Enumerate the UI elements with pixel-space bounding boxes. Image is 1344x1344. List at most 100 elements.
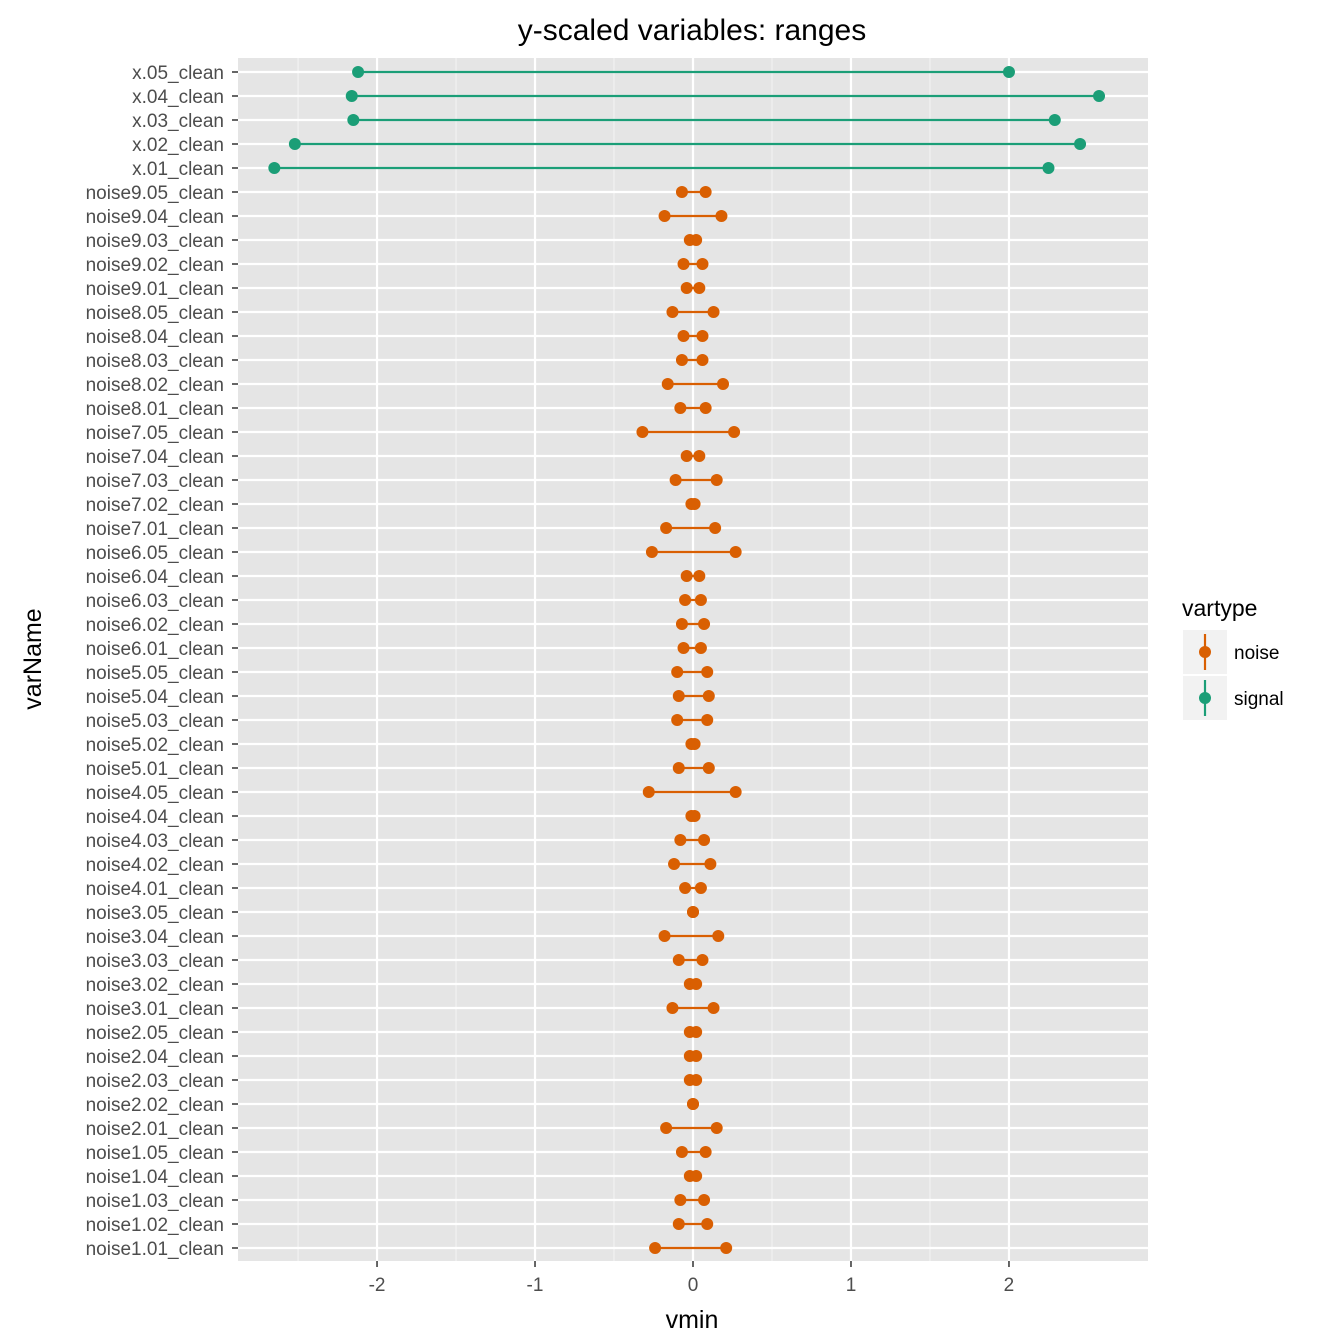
range-min-point: [658, 210, 671, 222]
range-max-point: [688, 810, 701, 822]
range-max-point: [720, 1242, 733, 1254]
range-min-point: [675, 618, 688, 630]
range-min-point: [677, 330, 690, 342]
range-min-point: [636, 426, 649, 438]
range-max-point: [690, 1050, 703, 1062]
y-tick-label: noise5.04_clean: [86, 687, 224, 708]
y-tick-label: noise9.02_clean: [86, 255, 224, 276]
range-max-point: [688, 498, 701, 510]
y-tick-label: noise3.05_clean: [86, 903, 224, 924]
range-max-point: [698, 834, 711, 846]
y-tick-label: noise1.01_clean: [86, 1239, 224, 1260]
range-min-point: [288, 138, 301, 150]
range-max-point: [702, 690, 715, 702]
range-max-point: [707, 306, 720, 318]
range-max-point: [693, 282, 706, 294]
y-tick-label: noise2.03_clean: [86, 1071, 224, 1092]
y-tick-label: noise1.04_clean: [86, 1167, 224, 1188]
y-tick-label: noise5.05_clean: [86, 663, 224, 684]
range-min-point: [661, 378, 674, 390]
y-tick-label: noise6.03_clean: [86, 591, 224, 612]
y-tick-label: noise7.02_clean: [86, 495, 224, 516]
x-tick-label: 1: [846, 1275, 857, 1296]
range-max-point: [1093, 90, 1106, 102]
y-tick-label: noise7.05_clean: [86, 423, 224, 444]
y-tick-label: x.02_clean: [132, 135, 224, 156]
x-tick-label: -1: [527, 1275, 544, 1296]
range-min-point: [666, 306, 679, 318]
y-tick-label: noise9.01_clean: [86, 279, 224, 300]
y-tick-label: noise4.02_clean: [86, 855, 224, 876]
y-tick-label: noise1.02_clean: [86, 1215, 224, 1236]
x-tick-label: 0: [688, 1275, 699, 1296]
y-tick-label: noise7.04_clean: [86, 447, 224, 468]
range-max-point: [710, 1122, 723, 1134]
range-min-point: [675, 354, 688, 366]
range-min-point: [672, 762, 685, 774]
range-min-point: [680, 450, 693, 462]
range-min-point: [345, 90, 358, 102]
range-max-point: [709, 522, 722, 534]
legend-label: signal: [1234, 689, 1284, 710]
range-min-point: [679, 594, 692, 606]
range-min-point: [268, 162, 281, 174]
range-max-point: [690, 1074, 703, 1086]
range-min-point: [679, 882, 692, 894]
range-max-point: [701, 1218, 714, 1230]
range-max-point: [717, 378, 730, 390]
y-tick-label: noise4.04_clean: [86, 807, 224, 828]
range-max-point: [699, 186, 712, 198]
y-tick-label: noise7.03_clean: [86, 471, 224, 492]
legend-key-point: [1199, 692, 1211, 704]
axis-ticks: -2 -1 0 1 2 x.05_clean x.04_clean x.03_clean x.0…: [86, 63, 1015, 1296]
legend-title: vartype: [1182, 595, 1257, 621]
y-tick-label: noise9.04_clean: [86, 207, 224, 228]
range-max-point: [698, 618, 711, 630]
range-min-point: [672, 1218, 685, 1230]
range-max-point: [690, 1026, 703, 1038]
range-max-point: [729, 546, 742, 558]
y-tick-label: noise8.02_clean: [86, 375, 224, 396]
range-min-point: [675, 1146, 688, 1158]
y-tick-label: noise8.03_clean: [86, 351, 224, 372]
range-max-point: [1074, 138, 1087, 150]
range-min-point: [642, 786, 655, 798]
range-max-point: [1042, 162, 1055, 174]
range-min-point: [674, 402, 687, 414]
y-tick-label: x.05_clean: [132, 63, 224, 84]
range-max-point: [687, 906, 699, 918]
range-max-point: [1002, 66, 1015, 78]
y-tick-label: noise4.05_clean: [86, 783, 224, 804]
range-min-point: [666, 1002, 679, 1014]
legend-key-point: [1199, 646, 1211, 658]
range-max-point: [1048, 114, 1061, 126]
range-max-point: [701, 714, 714, 726]
range-max-point: [687, 1098, 699, 1110]
range-max-point: [707, 1002, 720, 1014]
y-tick-label: noise3.04_clean: [86, 927, 224, 948]
data-marks: [268, 66, 1106, 1254]
range-max-point: [702, 762, 715, 774]
range-min-point: [671, 666, 684, 678]
range-max-point: [688, 738, 701, 750]
range-min-point: [671, 714, 684, 726]
y-tick-label: noise5.03_clean: [86, 711, 224, 732]
y-tick-label: noise4.03_clean: [86, 831, 224, 852]
range-max-point: [690, 978, 703, 990]
range-max-point: [712, 930, 725, 942]
range-min-point: [660, 1122, 673, 1134]
range-min-point: [672, 690, 685, 702]
range-max-point: [694, 882, 707, 894]
legend-label: noise: [1234, 643, 1279, 664]
range-max-point: [694, 642, 707, 654]
range-max-point: [715, 210, 728, 222]
range-min-point: [672, 954, 685, 966]
y-tick-label: noise3.02_clean: [86, 975, 224, 996]
y-tick-label: noise3.03_clean: [86, 951, 224, 972]
range-max-point: [696, 330, 709, 342]
range-min-point: [668, 858, 681, 870]
x-tick-label: 2: [1004, 1275, 1015, 1296]
y-axis-title: varName: [19, 608, 47, 709]
range-max-point: [693, 450, 706, 462]
